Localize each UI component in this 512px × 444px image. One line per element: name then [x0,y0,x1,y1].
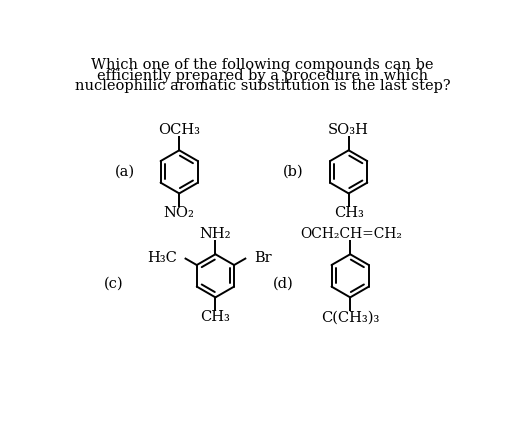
Text: (a): (a) [115,165,136,179]
Text: Br: Br [254,251,271,265]
Text: OCH₃: OCH₃ [158,123,200,137]
Text: (b): (b) [283,165,303,179]
Text: SO₃H: SO₃H [328,123,369,137]
Text: OCH₂CH=CH₂: OCH₂CH=CH₂ [301,227,403,241]
Text: C(CH₃)₃: C(CH₃)₃ [321,310,379,325]
Text: efficiently prepared by a procedure in which: efficiently prepared by a procedure in w… [97,69,428,83]
Text: (d): (d) [273,277,294,290]
Text: H₃C: H₃C [147,251,177,265]
Text: nucleophilic aromatic substitution is the last step?: nucleophilic aromatic substitution is th… [75,79,450,93]
Text: Which one of the following compounds can be: Which one of the following compounds can… [91,58,434,72]
Text: NH₂: NH₂ [200,227,231,241]
Text: NO₂: NO₂ [164,206,195,220]
Text: CH₃: CH₃ [201,310,230,325]
Text: CH₃: CH₃ [334,206,364,220]
Text: (c): (c) [104,277,123,290]
